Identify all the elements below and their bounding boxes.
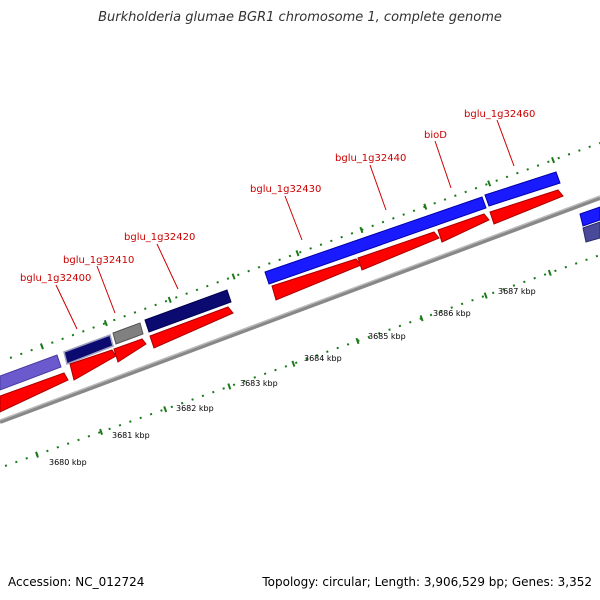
- gene-label-bglu-1g32430[interactable]: bglu_1g32430: [250, 184, 321, 195]
- genome-backbone: [0, 196, 600, 424]
- gene-features: [0, 171, 600, 391]
- inner-ruler-tick-5: [355, 337, 360, 345]
- outer-ruler-tick-1: [103, 319, 108, 327]
- kbp-label-3685: 3685 kbp: [368, 332, 406, 341]
- leader-biod: [434, 140, 452, 189]
- topology-text: Topology: circular; Length: 3,906,529 bp…: [262, 575, 592, 589]
- outer-ruler-tick-5: [359, 226, 364, 234]
- gene-label-bglu-1g32400[interactable]: bglu_1g32400: [20, 273, 91, 284]
- gene-label-bglu-1g32440[interactable]: bglu_1g32440: [335, 153, 406, 164]
- gene-labels: bglu_1g32400 bglu_1g32410 bglu_1g32420 b…: [20, 109, 535, 284]
- outer-ruler-tick-8: [551, 156, 556, 164]
- kbp-label-3682: 3682 kbp: [176, 404, 214, 413]
- gene-feature-bglu-1g32430-40[interactable]: [264, 196, 487, 285]
- leader-bglu-1g32430: [284, 195, 303, 241]
- cds-features: [0, 189, 564, 413]
- kbp-label-3680: 3680 kbp: [49, 458, 87, 467]
- gene-label-bglu-1g32460[interactable]: bglu_1g32460: [464, 109, 535, 120]
- gene-label-bglu-1g32410[interactable]: bglu_1g32410: [63, 255, 134, 266]
- gene-feature-next[interactable]: [579, 206, 600, 227]
- gene-feature-bglu-1g32400[interactable]: [63, 334, 114, 366]
- inner-ruler-tick-7: [483, 292, 488, 299]
- gene-feature-bglu-1g32410[interactable]: [112, 322, 144, 345]
- leader-bglu-1g32410: [96, 265, 116, 314]
- gene-label-bglu-1g32420[interactable]: bglu_1g32420: [124, 232, 195, 243]
- kbp-label-3687: 3687 kbp: [498, 287, 536, 296]
- gene-feature-next-2[interactable]: [582, 221, 600, 243]
- accession-text: Accession: NC_012724: [8, 575, 145, 589]
- cds-feature-1[interactable]: [0, 372, 69, 413]
- cds-feature-6[interactable]: [357, 231, 440, 271]
- kbp-label-3683: 3683 kbp: [240, 379, 278, 388]
- outer-ruler-tick-7: [487, 180, 492, 187]
- cds-feature-7[interactable]: [437, 213, 490, 243]
- outer-ruler-ticks: [39, 156, 556, 350]
- leader-bglu-1g32400: [55, 284, 78, 330]
- kbp-label-3684: 3684 kbp: [304, 354, 342, 363]
- leader-bglu-1g32440: [369, 164, 387, 211]
- inner-ruler-tick-2: [163, 406, 168, 413]
- outer-ruler-tick-0: [39, 343, 44, 350]
- kbp-label-3681: 3681 kbp: [112, 431, 150, 440]
- leader-bglu-1g32420: [156, 243, 179, 290]
- map-title: Burkholderia glumae BGR1 chromosome 1, c…: [98, 10, 502, 25]
- gene-label-biod[interactable]: bioD: [424, 130, 447, 141]
- outer-ruler: [9, 142, 600, 359]
- inner-ruler-tick-4: [291, 360, 296, 367]
- cds-feature-3[interactable]: [113, 338, 147, 363]
- inner-ruler-tick-1: [99, 428, 104, 436]
- kbp-label-3686: 3686 kbp: [433, 309, 471, 318]
- cds-feature-8[interactable]: [489, 189, 564, 225]
- gene-feature-bglu-1g32460[interactable]: [484, 171, 561, 207]
- label-leaders: [55, 119, 515, 330]
- inner-ruler-tick-3: [227, 383, 232, 390]
- inner-ruler-tick-8: [547, 269, 552, 276]
- inner-ruler-tick-0: [35, 451, 39, 458]
- kbp-labels: 3680 kbp 3681 kbp 3682 kbp 3683 kbp 3684…: [49, 287, 536, 467]
- outer-ruler-tick-2: [167, 296, 172, 303]
- inner-ruler: [4, 254, 600, 467]
- cds-feature-4[interactable]: [149, 306, 234, 349]
- genome-backbone-highlight: [0, 195, 600, 421]
- outer-ruler-dots: [9, 142, 600, 359]
- gene-feature-bglu-1g32420[interactable]: [144, 289, 232, 333]
- leader-bglu-1g32460: [496, 119, 515, 167]
- outer-ruler-tick-3: [231, 273, 236, 280]
- inner-ruler-tick-6: [419, 315, 424, 322]
- inner-ruler-ticks: [35, 269, 552, 458]
- outer-ruler-tick-4: [295, 250, 300, 257]
- gene-feature-bglu-1g32390[interactable]: [0, 354, 62, 391]
- outer-ruler-tick-6: [423, 203, 428, 210]
